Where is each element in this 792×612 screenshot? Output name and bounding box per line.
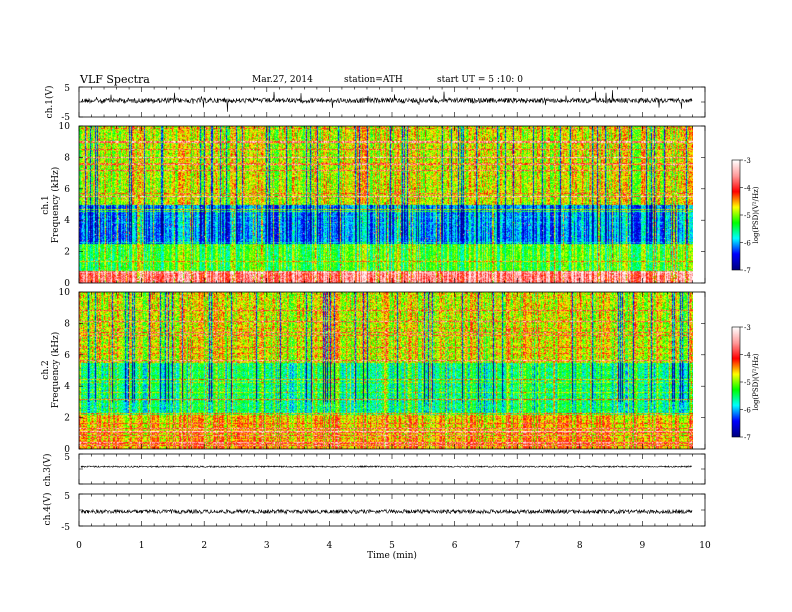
ch1-spec-ytick-label: 8 — [64, 153, 70, 163]
ch1-colorbar-tick-label: -3 — [744, 157, 751, 165]
figure: VLF Spectra Mar.27, 2014 station=ATH sta… — [0, 0, 792, 612]
ch1-colorbar — [732, 160, 740, 270]
x-tick-label: 8 — [577, 541, 583, 551]
ch4-ytick-top: 5 — [64, 492, 70, 502]
x-tick-label: 2 — [201, 541, 207, 551]
x-tick-label: 4 — [327, 541, 333, 551]
ch3-ytick-top: 5 — [64, 453, 70, 463]
ch2-colorbar-tick-label: -4 — [744, 352, 751, 360]
ch3-ylabel: ch.3(V) — [42, 454, 53, 487]
ch2-spec-ylabel: Frequency (kHz) — [50, 332, 61, 409]
ch1-colorbar-tick-label: -7 — [744, 267, 751, 275]
ch2-colorbar-label: log(PSD)(V²/Hz) — [752, 353, 760, 410]
ch1-waveform-panel: 5 -5 ch.1(V) — [44, 84, 705, 123]
ch1-ylabel: ch.1(V) — [44, 86, 55, 119]
figure-title: VLF Spectra — [79, 73, 150, 86]
ch2-spec-ytick-label: 4 — [64, 382, 70, 392]
ch1-spec-ytick-label: 6 — [64, 185, 70, 195]
ch1-spec-ytick-label: 10 — [59, 122, 71, 132]
ch1-colorbar-tick-label: -5 — [744, 212, 751, 220]
ch2-spec-ytick-label: 8 — [64, 319, 70, 329]
x-tick-label: 1 — [139, 541, 145, 551]
start-time-label: start UT = 5 :10: 0 — [437, 75, 523, 85]
station-label: station=ATH — [344, 75, 403, 85]
ch1-colorbar-tick-label: -4 — [744, 185, 751, 193]
x-tick-label: 6 — [452, 541, 458, 551]
x-tick-label: 0 — [76, 541, 82, 551]
ch2-spec-ytick-label: 6 — [64, 351, 70, 361]
ch1-ytick-top: 5 — [64, 84, 70, 94]
x-tick-label: 7 — [514, 541, 520, 551]
x-tick-label: 3 — [264, 541, 270, 551]
ch2-colorbar-tick-label: -5 — [744, 379, 751, 387]
date-label: Mar.27, 2014 — [252, 75, 313, 85]
ch2-spec-ytick-label: 2 — [64, 414, 70, 424]
ch4-ytick-bottom: -5 — [61, 523, 70, 533]
ch4-ylabel: ch.4(V) — [42, 493, 53, 526]
ch2-spec-ytick-label: 10 — [59, 288, 71, 298]
ch1-spec-label: ch.1 — [41, 195, 51, 214]
ch1-colorbar-label: log(PSD)(V²/Hz) — [752, 186, 760, 243]
ch1-spec-ylabel: Frequency (kHz) — [50, 167, 61, 244]
ch2-spectrogram-image — [79, 292, 693, 449]
x-axis-label: Time (min) — [367, 550, 417, 561]
ch1-colorbar-tick-label: -6 — [744, 240, 751, 248]
ch1-spec-ytick-label: 2 — [64, 248, 70, 258]
x-tick-label: 9 — [640, 541, 646, 551]
ch2-colorbar — [732, 327, 740, 437]
ch3-trace — [81, 466, 692, 467]
x-tick-label: 10 — [699, 541, 711, 551]
ch4-trace — [81, 510, 692, 514]
ch2-spec-label: ch.2 — [41, 360, 51, 379]
ch2-colorbar-tick-label: -6 — [744, 407, 751, 415]
ch1-trace — [81, 90, 692, 112]
ch2-colorbar-tick-label: -3 — [744, 324, 751, 332]
ch1-spectrogram-image — [79, 126, 693, 283]
x-tick-label: 5 — [389, 541, 395, 551]
ch1-spec-ytick-label: 4 — [64, 216, 70, 226]
ch2-colorbar-tick-label: -7 — [744, 434, 751, 442]
